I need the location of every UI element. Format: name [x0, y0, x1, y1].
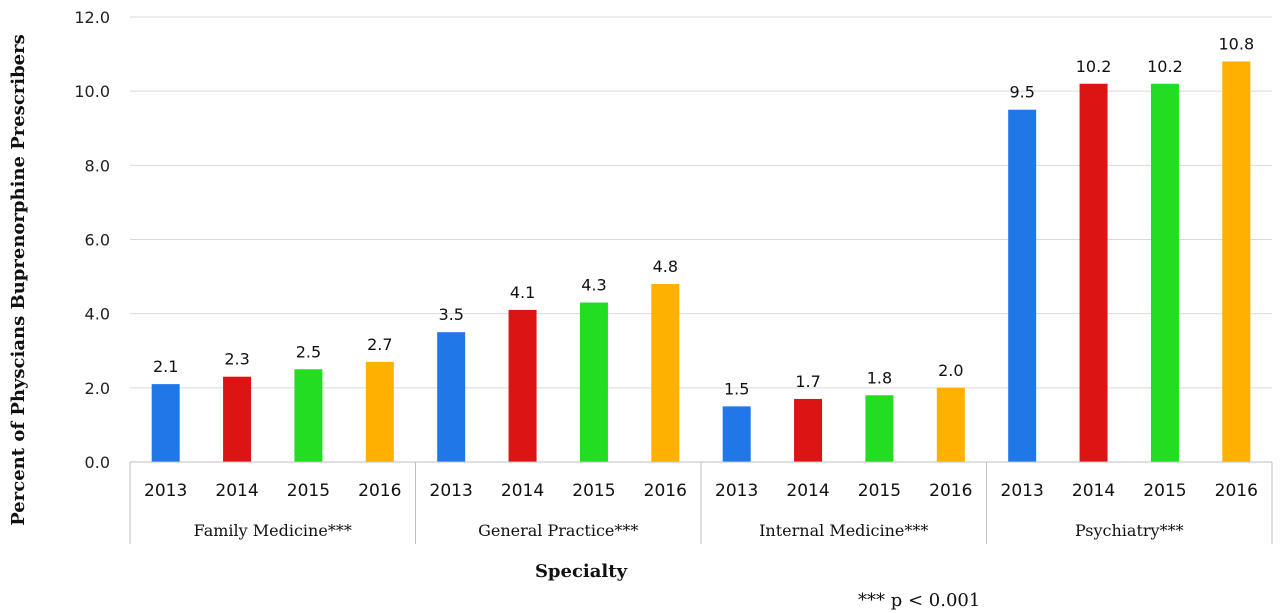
data-label: 1.8 — [867, 368, 892, 387]
data-label: 2.7 — [367, 335, 392, 354]
bar-2014 — [794, 398, 823, 462]
y-tick-label: 8.0 — [85, 156, 110, 175]
data-label: 1.7 — [795, 372, 820, 391]
bar-2016 — [365, 361, 394, 462]
x-tick-year: 2016 — [929, 481, 972, 501]
bar-2016 — [1222, 61, 1251, 462]
bar-2015 — [579, 302, 608, 462]
data-label: 2.0 — [938, 361, 963, 380]
bar-2014 — [223, 376, 252, 462]
bar-2015 — [1150, 83, 1179, 462]
data-label: 2.5 — [296, 342, 321, 361]
x-group-label: General Practice*** — [478, 521, 638, 540]
x-group-label: Family Medicine*** — [194, 521, 352, 540]
data-label: 10.8 — [1219, 35, 1255, 54]
data-label: 9.5 — [1009, 83, 1034, 102]
x-tick-year: 2016 — [358, 481, 401, 501]
x-group-label: Internal Medicine*** — [759, 521, 928, 540]
bar-2014 — [508, 309, 537, 462]
y-axis-ticks: 0.0 2.0 4.0 6.0 8.0 10.0 12.0 — [74, 8, 110, 472]
data-label: 2.1 — [153, 357, 178, 376]
y-tick-label: 10.0 — [74, 82, 110, 101]
x-tick-year: 2013 — [430, 481, 473, 501]
y-tick-label: 0.0 — [85, 453, 110, 472]
x-tick-year: 2015 — [287, 481, 330, 501]
y-tick-label: 6.0 — [85, 231, 110, 250]
y-axis-title: Percent of Physcians Buprenorphine Presc… — [8, 34, 29, 526]
bar-2013 — [1008, 109, 1037, 462]
data-label: 3.5 — [438, 305, 463, 324]
x-tick-year: 2013 — [144, 481, 187, 501]
data-label: 4.1 — [510, 283, 535, 302]
y-tick-label: 12.0 — [74, 8, 110, 27]
x-tick-year: 2013 — [1001, 481, 1044, 501]
x-tick-year: 2015 — [572, 481, 615, 501]
y-tick-label: 2.0 — [85, 379, 110, 398]
data-label: 10.2 — [1076, 57, 1112, 76]
bar-2013 — [437, 332, 466, 462]
x-tick-year: 2014 — [215, 481, 258, 501]
data-label: 4.8 — [653, 257, 678, 276]
bars — [151, 61, 1251, 462]
bar-2013 — [151, 384, 180, 462]
x-tick-year: 2014 — [1072, 481, 1115, 501]
x-tick-year: 2014 — [786, 481, 829, 501]
bar-2016 — [936, 387, 965, 462]
x-tick-year: 2014 — [501, 481, 544, 501]
data-label: 4.3 — [581, 276, 606, 295]
x-tick-year: 2015 — [858, 481, 901, 501]
bar-2015 — [294, 369, 323, 462]
x-group-label: Psychiatry*** — [1075, 521, 1184, 540]
bar-2013 — [722, 406, 751, 462]
x-tick-year: 2016 — [644, 481, 687, 501]
bar-2015 — [865, 395, 894, 462]
data-label: 2.3 — [224, 350, 249, 369]
bar-2016 — [651, 284, 680, 462]
x-axis: 2013 2014 2015 2016 Family Medicine*** 2013 20… — [129, 461, 1273, 544]
significance-footnote: *** p < 0.001 — [858, 590, 980, 611]
y-tick-label: 4.0 — [85, 305, 110, 324]
x-tick-year: 2015 — [1143, 481, 1186, 501]
x-tick-year: 2016 — [1215, 481, 1258, 501]
data-label: 10.2 — [1147, 57, 1183, 76]
x-tick-year: 2013 — [715, 481, 758, 501]
data-labels: 2.1 2.3 2.5 2.7 3.5 4.1 4.3 4.8 1.5 1.7 1.8 2.0 9.5 1… — [153, 35, 1254, 399]
x-axis-title: Specialty — [535, 561, 628, 582]
data-label: 1.5 — [724, 379, 749, 398]
bar-2014 — [1079, 83, 1108, 462]
